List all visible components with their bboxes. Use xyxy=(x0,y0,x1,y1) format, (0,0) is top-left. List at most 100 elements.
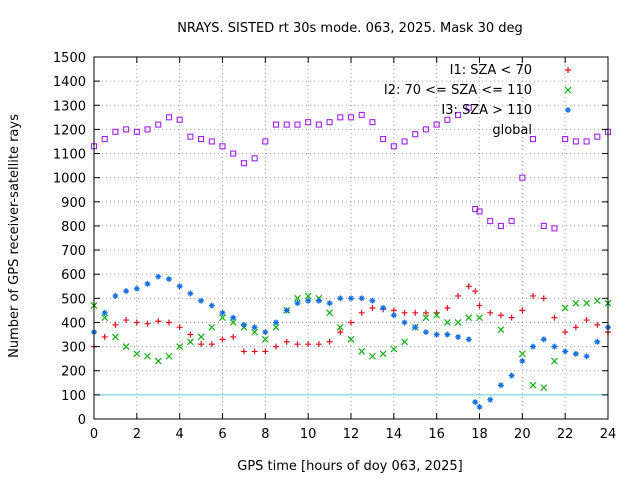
data-point xyxy=(379,350,387,358)
data-point xyxy=(519,307,526,314)
data-point xyxy=(144,320,151,327)
data-point xyxy=(412,324,419,331)
data-point xyxy=(572,299,580,307)
y-tick-label: 1300 xyxy=(53,99,86,114)
data-point xyxy=(230,333,237,340)
data-point xyxy=(540,336,547,343)
data-point xyxy=(187,133,194,140)
data-point xyxy=(401,319,408,326)
data-point xyxy=(487,396,494,403)
data-point xyxy=(369,304,376,311)
data-point xyxy=(347,335,355,343)
axis-ticks: 0 2 4 6 8 10 12 14 16 18 20 22 240100200300400500600… xyxy=(53,51,616,442)
data-point xyxy=(240,348,247,355)
data-point xyxy=(219,143,226,150)
data-point xyxy=(251,155,258,162)
data-point xyxy=(593,297,601,305)
data-point xyxy=(230,150,237,157)
x-tick-label: 0 xyxy=(90,427,98,442)
data-point xyxy=(583,299,591,307)
y-axis-label: Number of GPS receiver-satellite rays xyxy=(7,114,22,358)
data-point xyxy=(123,288,130,295)
data-point xyxy=(262,138,269,145)
x-axis-label: GPS time [hours of doy 063, 2025] xyxy=(237,459,462,474)
data-point xyxy=(165,114,173,121)
data-point xyxy=(476,403,483,410)
y-tick-label: 500 xyxy=(61,292,86,307)
data-point xyxy=(594,321,601,328)
data-point xyxy=(508,372,515,379)
data-point xyxy=(197,333,205,341)
data-point xyxy=(401,338,408,346)
data-point xyxy=(112,292,119,299)
y-tick-label: 800 xyxy=(61,220,86,235)
data-point xyxy=(208,302,215,309)
y-tick-label: 0 xyxy=(78,413,86,428)
y-tick-label: 1200 xyxy=(53,123,86,138)
data-point xyxy=(294,294,301,302)
data-point xyxy=(133,350,141,358)
data-point xyxy=(155,273,162,280)
legend-label: I1: SZA < 70 xyxy=(450,63,532,78)
data-point xyxy=(273,343,280,350)
data-point xyxy=(487,309,494,316)
data-point xyxy=(380,304,387,311)
x-tick-label: 22 xyxy=(557,427,574,442)
data-point xyxy=(283,121,290,128)
data-point xyxy=(443,319,451,326)
data-point xyxy=(283,307,290,314)
data-point xyxy=(101,309,108,316)
data-point xyxy=(133,319,140,326)
data-point xyxy=(315,341,322,348)
data-point xyxy=(472,399,479,406)
data-point xyxy=(187,331,194,338)
data-point xyxy=(369,297,376,304)
data-point xyxy=(208,138,215,145)
data-point xyxy=(219,336,226,343)
data-point xyxy=(337,295,344,302)
data-point xyxy=(112,128,119,135)
legend-marker xyxy=(565,107,571,113)
data-point xyxy=(261,335,269,343)
data-point xyxy=(412,131,419,138)
data-point xyxy=(154,357,162,365)
data-point xyxy=(583,353,590,360)
data-point xyxy=(358,111,365,118)
data-point xyxy=(111,333,119,341)
data-point xyxy=(476,208,483,215)
data-point xyxy=(472,288,479,295)
data-point xyxy=(348,295,354,302)
data-point xyxy=(219,314,226,322)
data-point xyxy=(368,352,376,360)
y-tick-label: 100 xyxy=(61,389,86,404)
data-point xyxy=(251,324,258,331)
y-tick-label: 600 xyxy=(61,268,86,283)
data-point xyxy=(454,319,462,326)
data-point xyxy=(315,297,322,304)
x-tick-label: 18 xyxy=(471,427,488,442)
data-point xyxy=(390,345,398,353)
data-point xyxy=(176,116,183,123)
data-point xyxy=(508,314,515,321)
data-point xyxy=(369,119,376,126)
data-point xyxy=(176,283,183,290)
data-point xyxy=(583,317,590,324)
data-point xyxy=(518,350,526,358)
data-point xyxy=(433,331,440,338)
data-point xyxy=(540,384,548,392)
data-point xyxy=(401,138,408,145)
data-point xyxy=(165,352,173,360)
data-point xyxy=(594,338,601,345)
y-tick-label: 1500 xyxy=(53,51,86,66)
data-point xyxy=(487,218,494,225)
data-point xyxy=(551,225,558,232)
data-point xyxy=(519,174,526,181)
data-point xyxy=(326,119,333,126)
x-tick-label: 8 xyxy=(261,427,269,442)
data-point xyxy=(497,326,505,334)
data-point xyxy=(133,128,140,135)
data-point xyxy=(262,329,269,336)
data-point xyxy=(283,338,290,345)
y-tick-label: 700 xyxy=(61,244,86,259)
data-point xyxy=(551,357,558,365)
